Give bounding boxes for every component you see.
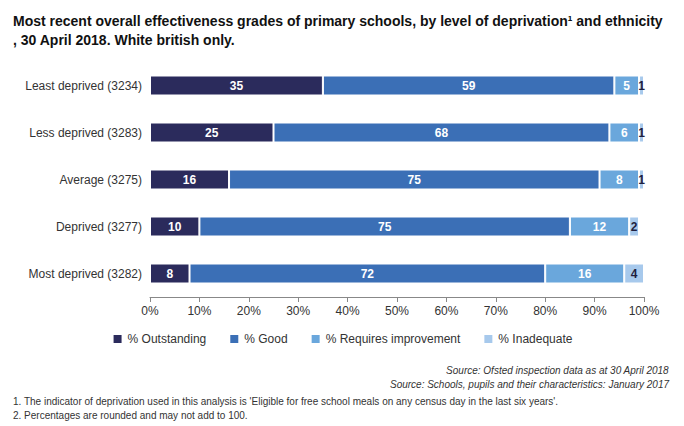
svg-text:90%: 90% — [583, 304, 607, 318]
svg-text:1: 1 — [638, 126, 645, 140]
svg-text:75: 75 — [378, 220, 392, 234]
svg-text:10: 10 — [168, 220, 182, 234]
svg-text:Deprived (3277): Deprived (3277) — [56, 220, 142, 234]
svg-text:25: 25 — [205, 126, 219, 140]
svg-text:% Good: % Good — [244, 332, 287, 346]
svg-text:Less deprived (3283): Less deprived (3283) — [29, 126, 142, 140]
svg-text:5: 5 — [623, 79, 630, 93]
svg-text:1: 1 — [638, 79, 645, 93]
svg-text:16: 16 — [578, 267, 592, 281]
svg-text:% Outstanding: % Outstanding — [128, 332, 207, 346]
svg-text:4: 4 — [631, 267, 638, 281]
svg-text:68: 68 — [435, 126, 449, 140]
svg-text:59: 59 — [462, 79, 476, 93]
svg-text:0%: 0% — [141, 304, 159, 318]
svg-text:70%: 70% — [484, 304, 508, 318]
svg-text:% Requires improvement: % Requires improvement — [326, 332, 461, 346]
svg-text:Most recent overall effectiven: Most recent overall effectiveness grades… — [13, 13, 663, 29]
svg-text:30%: 30% — [286, 304, 310, 318]
svg-text:Source: Ofsted inspection data: Source: Ofsted inspection data as at 30 … — [446, 365, 669, 376]
svg-text:2. Percentages are rounded and: 2. Percentages are rounded and may not a… — [13, 410, 248, 421]
svg-text:8: 8 — [166, 267, 173, 281]
svg-text:1: 1 — [638, 173, 645, 187]
svg-text:Source: Schools, pupils and th: Source: Schools, pupils and their charac… — [390, 379, 669, 390]
svg-text:35: 35 — [230, 79, 244, 93]
svg-text:8: 8 — [616, 173, 623, 187]
svg-text:16: 16 — [183, 173, 197, 187]
svg-text:72: 72 — [361, 267, 375, 281]
svg-text:10%: 10% — [187, 304, 211, 318]
svg-text:, 30 April 2018. White british: , 30 April 2018. White british only. — [13, 32, 235, 48]
svg-text:60%: 60% — [434, 304, 458, 318]
svg-text:6: 6 — [621, 126, 628, 140]
svg-text:75: 75 — [408, 173, 422, 187]
svg-text:Most deprived (3282): Most deprived (3282) — [29, 267, 142, 281]
svg-text:100%: 100% — [629, 304, 660, 318]
svg-text:80%: 80% — [533, 304, 557, 318]
svg-text:1. The indicator of deprivatio: 1. The indicator of deprivation used in … — [13, 396, 558, 407]
svg-text:40%: 40% — [336, 304, 360, 318]
svg-text:12: 12 — [593, 220, 607, 234]
svg-text:% Inadequate: % Inadequate — [498, 332, 572, 346]
svg-text:2: 2 — [631, 220, 638, 234]
svg-text:Least deprived (3234): Least deprived (3234) — [25, 79, 142, 93]
svg-text:Average (3275): Average (3275) — [60, 173, 143, 187]
svg-text:50%: 50% — [385, 304, 409, 318]
svg-text:20%: 20% — [237, 304, 261, 318]
